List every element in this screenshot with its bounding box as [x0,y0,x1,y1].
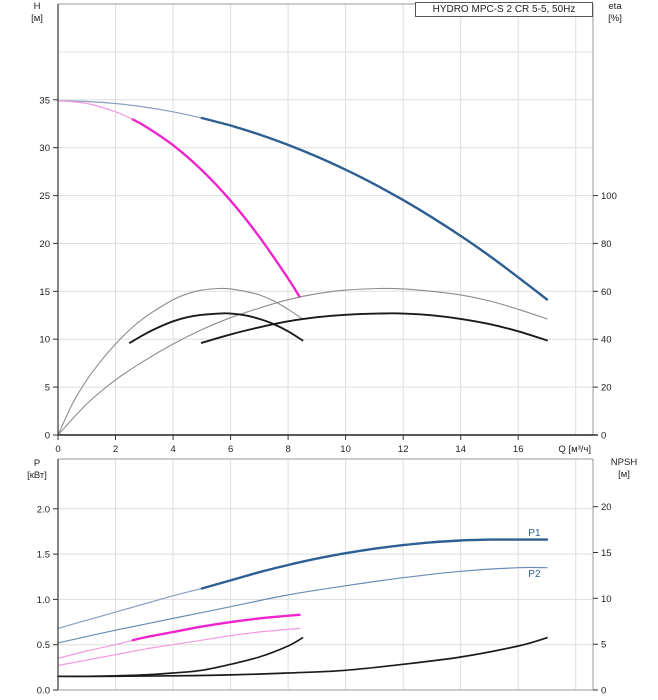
eta-axis-title: eta [%] [598,1,632,24]
npsh-axis-unit: [м] [618,468,630,480]
x-tick-label: 14 [455,444,466,455]
right-tick-label: 100 [601,191,617,202]
right-tick-label: 0 [601,431,606,442]
series-npsh-2pumps [57,636,548,678]
plot-border [57,458,598,691]
power-axis-title: P [кВт] [18,458,56,481]
left-tick-label: 5 [45,383,50,394]
power-npsh-chart: 0.0 0.5 1.0 1.5 2.0 0 5 10 15 20 P1 P2 [37,458,612,697]
head-axis-unit: [м] [31,12,43,24]
power-axis-symbol: P [33,458,41,469]
left-tick-label: 0 [45,431,50,442]
gridlines [58,459,593,690]
right-tick-label: 20 [601,383,612,394]
x-tick-label: 0 [55,444,60,455]
right-tick-label: 15 [601,548,612,559]
power-axis-unit: [кВт] [27,469,47,481]
x-tick-label: 10 [340,444,351,455]
left-tick-label: 25 [39,191,50,202]
right-axis-ticks: 0 5 10 15 20 [593,502,612,697]
left-tick-label: 35 [39,95,50,106]
npsh-axis-title: NPSH [м] [602,457,646,480]
plot-border [57,3,598,436]
left-tick-label: 30 [39,143,50,154]
chart-title-box: HYDRO MPC-S 2 CR 5-5, 50Hz [415,2,593,17]
series-p1-1pump-reduced-speed [57,639,134,659]
series-label-P1: P1 [528,528,541,539]
right-axis-ticks: 0 20 40 60 80 100 [593,191,617,442]
series-label-P2: P2 [528,569,541,580]
x-axis-ticks: 0 2 4 6 8 10 12 14 16 Q [м³/ч] [55,435,591,455]
x-axis-label: Q [м³/ч] [558,444,591,455]
series-p2-1pump [57,627,301,667]
left-tick-label: 2.0 [37,504,50,515]
series-p1-2pumps [200,538,549,590]
left-axis-ticks: 0 5 10 15 20 25 30 35 [39,95,58,442]
eta-axis-unit: [%] [608,12,622,24]
head-axis-symbol: H [33,1,41,12]
series-head-1pump-reduced-speed [57,100,134,121]
left-tick-label: 1.5 [37,550,50,561]
x-tick-label: 12 [398,444,409,455]
right-tick-label: 80 [601,239,612,250]
left-tick-label: 0.5 [37,640,50,651]
series-eta-2pumps [57,287,548,436]
series-head-1pump [131,118,301,298]
right-tick-label: 20 [601,502,612,513]
series-eta-pump-motor-2pumps [200,312,548,344]
right-tick-label: 5 [601,640,606,651]
series-head-2pumps [200,116,549,301]
eta-axis-symbol: eta [608,1,622,12]
series-p1-2pumps-reduced-speed [57,587,203,629]
left-axis-ticks: 0.0 0.5 1.0 1.5 2.0 [37,504,58,697]
left-tick-label: 20 [39,239,50,250]
left-tick-label: 1.0 [37,595,50,606]
x-tick-label: 2 [113,444,118,455]
gridlines [58,4,593,435]
right-tick-label: 40 [601,335,612,346]
left-tick-label: 15 [39,287,50,298]
x-tick-label: 16 [513,444,524,455]
x-tick-label: 8 [285,444,290,455]
left-tick-label: 0.0 [37,686,50,697]
head-axis-title: H [м] [20,1,54,24]
series-eta-1pump [57,287,304,436]
right-tick-label: 10 [601,594,612,605]
series-p2-2pumps [57,566,548,644]
x-tick-label: 4 [170,444,175,455]
qh-chart: 0 5 10 15 20 25 30 35 0 20 40 60 80 100 0 2 4 6 8 10 12 14 16 Q… [39,3,617,455]
series-p1-1pump [131,613,301,642]
x-tick-label: 6 [228,444,233,455]
right-tick-label: 60 [601,287,612,298]
series-head-2pumps-reduced-speed [57,100,203,119]
left-tick-label: 10 [39,335,50,346]
right-tick-label: 0 [601,686,606,697]
npsh-axis-symbol: NPSH [610,457,638,468]
